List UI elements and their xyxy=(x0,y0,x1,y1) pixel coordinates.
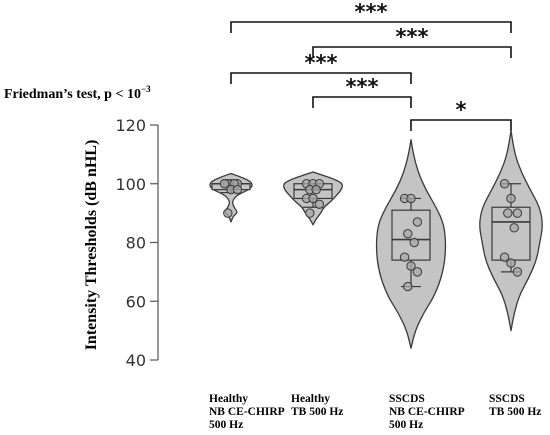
data-point xyxy=(503,208,513,218)
bracket-line xyxy=(230,21,512,33)
data-point xyxy=(499,179,510,189)
y-tick-label: 60 xyxy=(126,292,146,311)
x-label-line: SSCDS xyxy=(489,393,525,405)
x-category-label-4: SSCDS TB 500 Hz xyxy=(489,393,541,418)
data-point xyxy=(512,208,523,218)
data-point xyxy=(223,208,233,218)
data-point xyxy=(412,217,423,227)
friedman-test-label: Friedman’s test, p < 10−3 xyxy=(4,84,151,102)
bracket-line xyxy=(410,119,512,131)
significance-label: *** xyxy=(396,25,429,49)
bracket-line xyxy=(230,72,412,84)
bracket-line xyxy=(312,96,412,108)
x-label-line: SSCDS xyxy=(389,393,425,405)
significance-bracket: *** xyxy=(230,0,512,33)
x-label-line: NB CE-CHIRP xyxy=(389,406,465,418)
x-label-line: Healthy xyxy=(291,393,330,405)
data-point xyxy=(506,258,516,268)
violin-group-3 xyxy=(375,139,447,349)
data-point xyxy=(219,179,230,189)
significance-label: * xyxy=(456,98,467,122)
significance-bracket: * xyxy=(410,98,512,131)
y-axis: 40 60 80 100 120 xyxy=(115,116,159,370)
x-label-line: TB 500 Hz xyxy=(291,406,343,418)
y-tick-label: 100 xyxy=(115,175,146,194)
y-axis-label: Intensity Thresholds (dB nHL) xyxy=(83,140,100,351)
friedman-test-text: Friedman’s test, p < 10 xyxy=(4,87,141,102)
violin-group-1 xyxy=(209,172,253,223)
significance-label: *** xyxy=(346,75,379,99)
data-point xyxy=(403,281,413,292)
violin-group-2 xyxy=(282,171,344,226)
data-point xyxy=(406,261,416,271)
box-iqr xyxy=(391,209,431,261)
data-point xyxy=(506,193,516,204)
y-tick-label: 80 xyxy=(126,234,146,253)
data-point xyxy=(412,267,423,277)
x-label-line: 500 Hz xyxy=(209,419,243,431)
significance-brackets: ************* xyxy=(230,0,512,131)
friedman-test-exponent: −3 xyxy=(141,84,151,94)
y-tick-label: 120 xyxy=(115,116,146,135)
significance-bracket: *** xyxy=(312,75,412,108)
data-point xyxy=(406,193,416,204)
x-category-label-2: Healthy TB 500 Hz xyxy=(291,393,343,418)
data-point xyxy=(512,267,523,277)
x-category-label-1: Healthy NB CE-CHIRP 500 Hz xyxy=(209,393,285,431)
data-point xyxy=(499,252,510,262)
x-label-line: 500 Hz xyxy=(389,419,423,431)
x-label-line: NB CE-CHIRP xyxy=(209,406,285,418)
significance-label: *** xyxy=(355,0,388,24)
data-point xyxy=(399,252,410,262)
x-category-label-3: SSCDS NB CE-CHIRP 500 Hz xyxy=(389,393,465,431)
significance-bracket: *** xyxy=(312,25,512,58)
y-tick-label: 40 xyxy=(126,351,146,370)
violin-group-4 xyxy=(479,130,543,332)
data-point xyxy=(509,223,519,233)
violin-groups xyxy=(209,130,543,349)
significance-bracket: *** xyxy=(230,51,412,84)
x-label-line: Healthy xyxy=(209,393,248,405)
significance-label: *** xyxy=(305,51,338,75)
data-point xyxy=(311,184,321,195)
data-point xyxy=(314,199,325,210)
data-point xyxy=(232,184,243,195)
x-label-line: TB 500 Hz xyxy=(489,406,541,418)
data-point xyxy=(409,237,419,248)
data-point xyxy=(403,228,413,239)
bracket-line xyxy=(312,46,512,58)
data-point xyxy=(308,193,318,204)
data-point xyxy=(305,208,315,218)
